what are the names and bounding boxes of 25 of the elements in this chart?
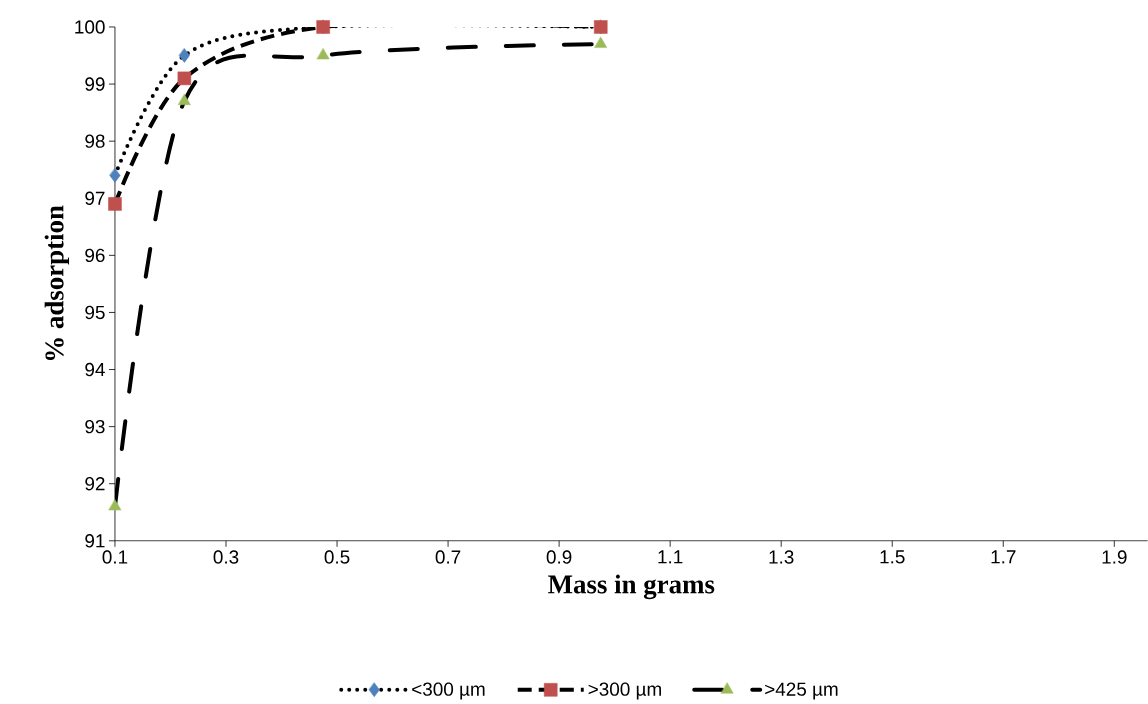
x-tick-label: 0.5 xyxy=(324,550,350,564)
y-tick-label: 97 xyxy=(85,191,105,206)
y-tick-label: 93 xyxy=(85,420,105,434)
x-tick-label: 1.1 xyxy=(658,550,683,564)
x-tick-label: 0.3 xyxy=(213,550,239,564)
x-tick-label: 1.9 xyxy=(1102,550,1127,564)
x-tick-label: 0.7 xyxy=(435,550,461,564)
legend-label: >300 µm xyxy=(588,682,661,700)
legend-label: <300 µm xyxy=(412,682,485,700)
x-tick-label: 1.3 xyxy=(769,550,794,564)
x-tick-label: 0.1 xyxy=(102,550,128,564)
x-tick-label: 0.9 xyxy=(546,550,572,564)
y-tick-label: 95 xyxy=(85,305,105,320)
x-axis-title: Mass in grams xyxy=(548,574,715,600)
y-tick-label: 94 xyxy=(85,362,105,377)
y-tick-label: 100 xyxy=(75,20,105,34)
y-tick-label: 99 xyxy=(85,77,105,91)
y-tick-label: 96 xyxy=(85,248,105,263)
x-tick-label: 1.7 xyxy=(991,550,1016,564)
x-tick-label: 1.5 xyxy=(880,550,905,564)
y-tick-label: 91 xyxy=(85,534,105,548)
y-axis-title: % adsorption xyxy=(44,205,70,361)
y-tick-label: 92 xyxy=(85,477,105,491)
y-tick-label: 98 xyxy=(85,134,105,148)
legend-label: >425 µm xyxy=(765,682,838,700)
